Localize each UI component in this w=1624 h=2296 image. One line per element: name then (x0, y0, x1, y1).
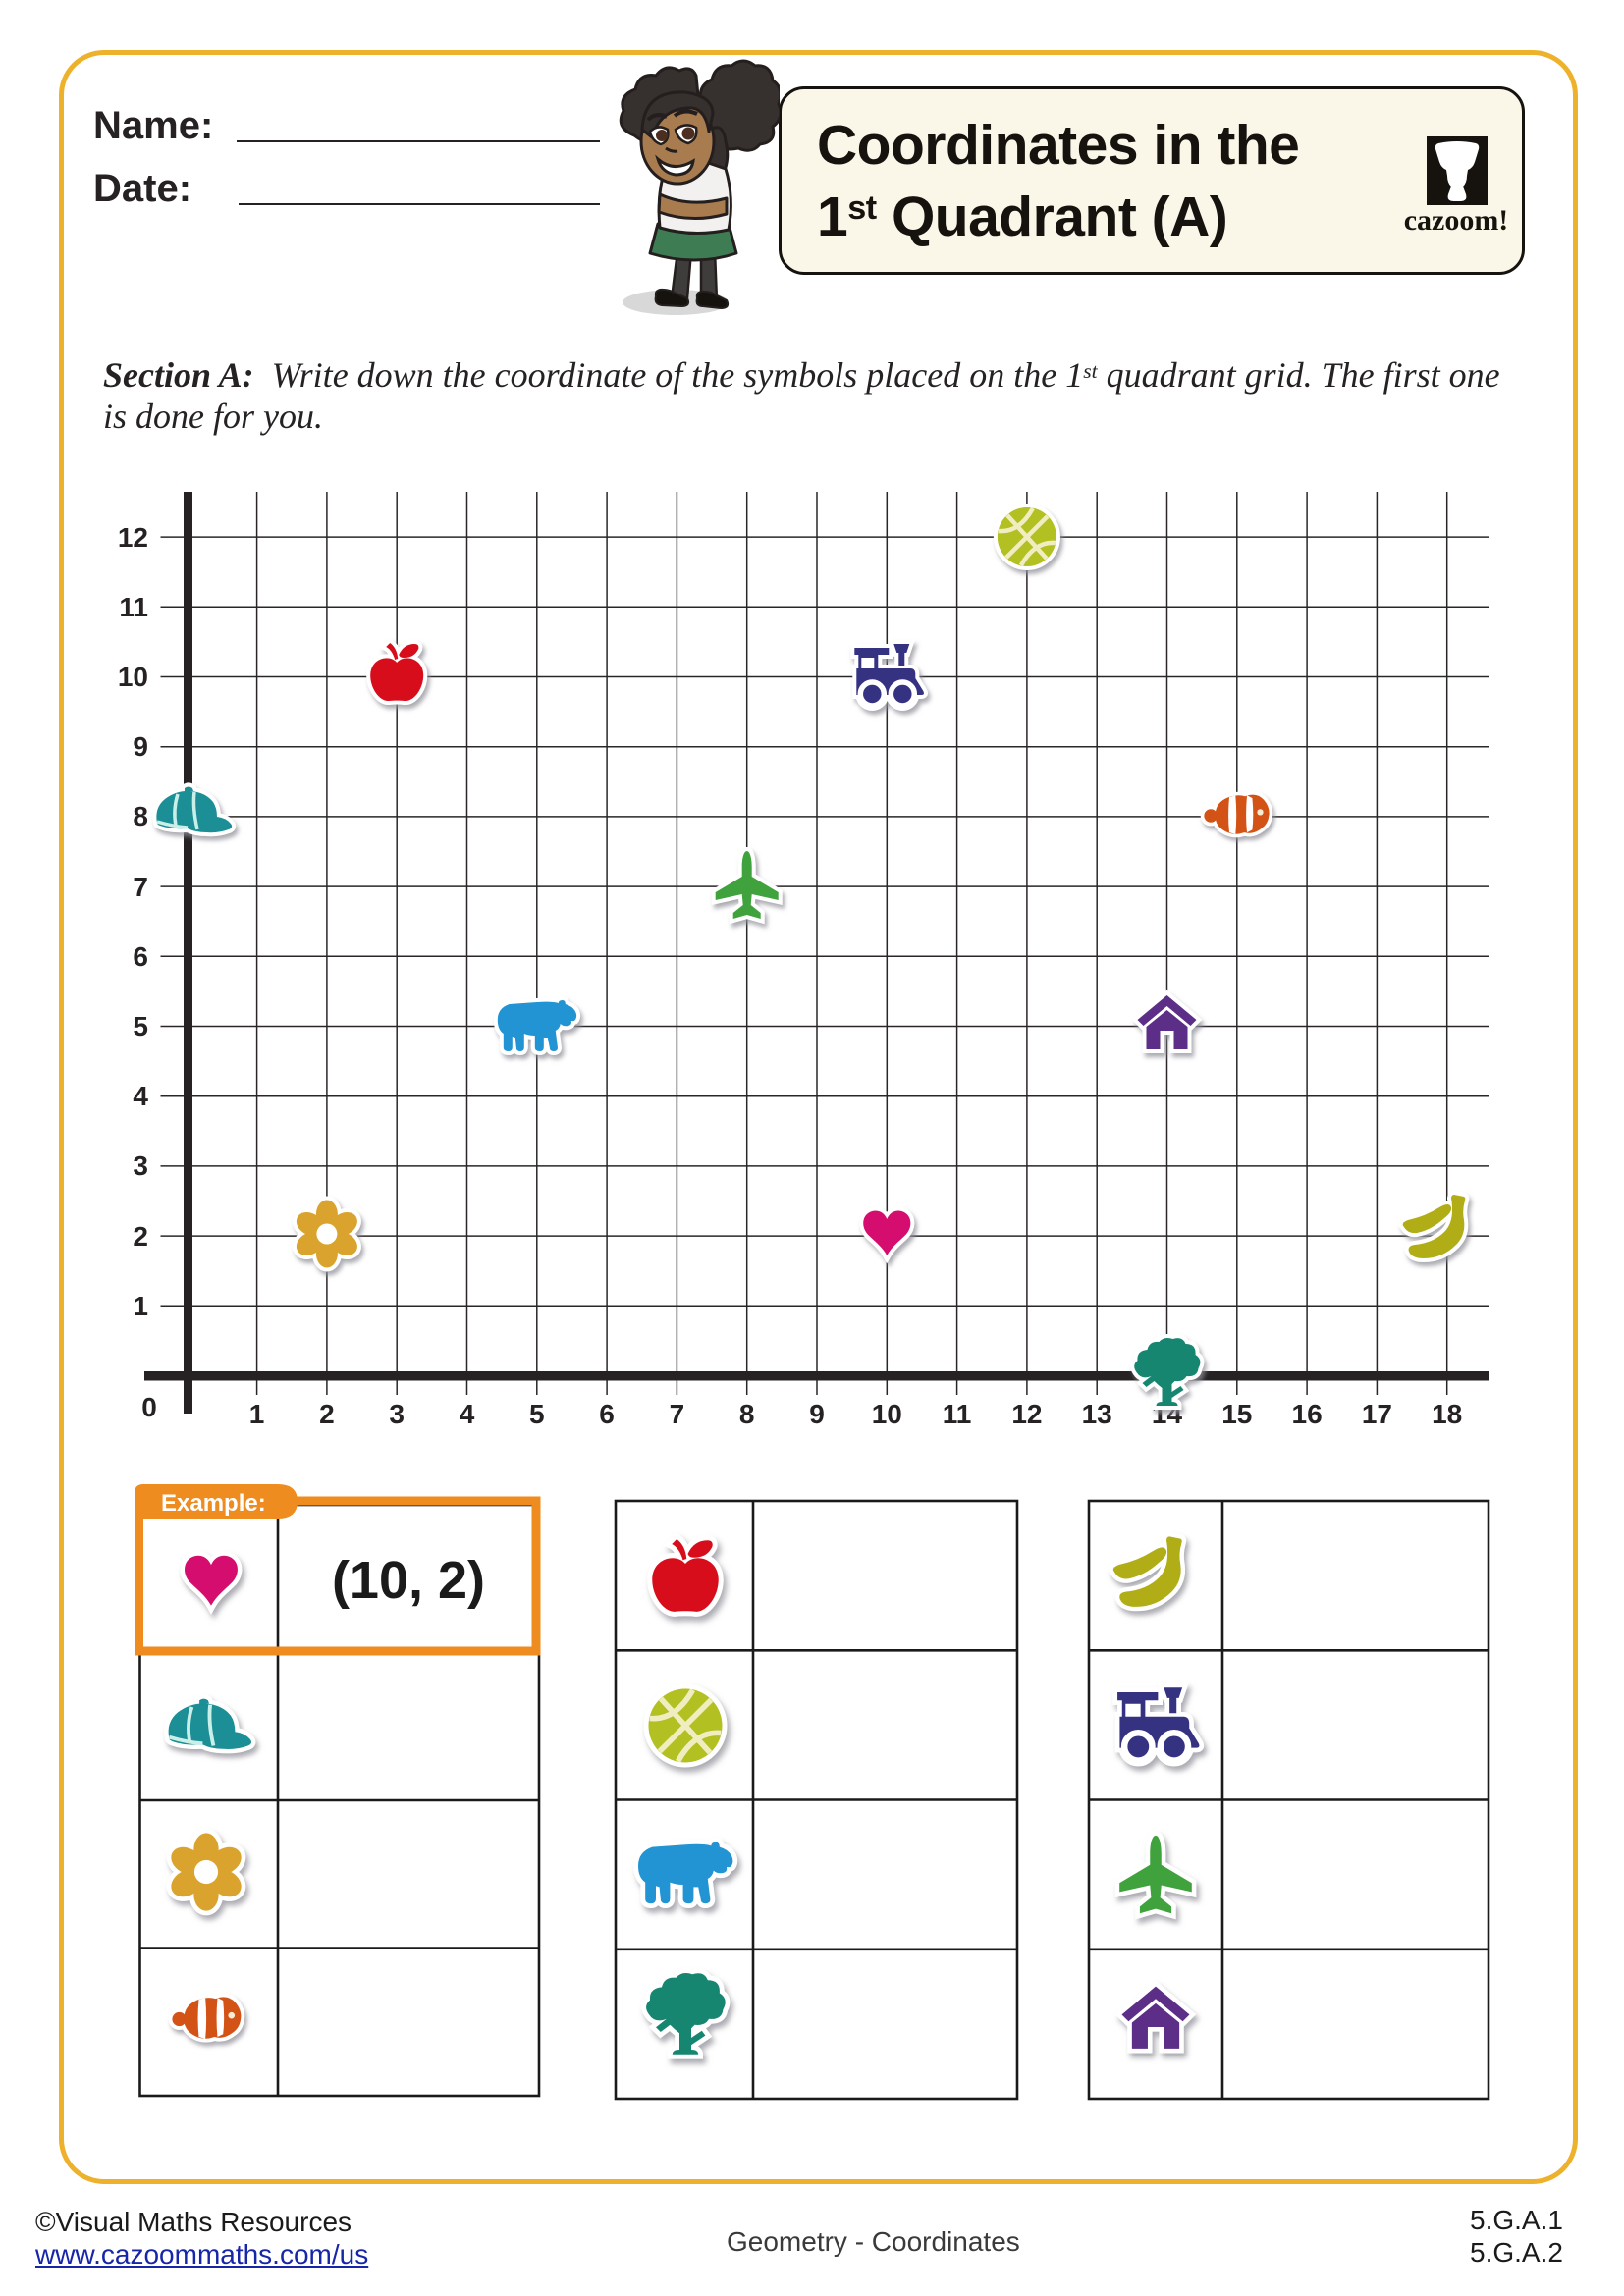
svg-text:10: 10 (872, 1399, 902, 1429)
svg-text:12: 12 (118, 522, 148, 553)
svg-text:10: 10 (118, 662, 148, 692)
svg-text:3: 3 (133, 1150, 148, 1181)
svg-text:4: 4 (460, 1399, 475, 1429)
svg-text:1: 1 (249, 1399, 265, 1429)
svg-text:6: 6 (133, 941, 148, 972)
svg-text:16: 16 (1292, 1399, 1323, 1429)
svg-text:Example:: Example: (161, 1490, 266, 1517)
svg-text:(10, 2): (10, 2) (332, 1551, 485, 1610)
svg-text:8: 8 (739, 1399, 755, 1429)
svg-text:13: 13 (1082, 1399, 1112, 1429)
svg-text:6: 6 (599, 1399, 615, 1429)
svg-text:9: 9 (809, 1399, 825, 1429)
svg-text:5: 5 (133, 1011, 148, 1041)
svg-text:18: 18 (1432, 1399, 1462, 1429)
svg-text:4: 4 (133, 1081, 148, 1111)
svg-text:12: 12 (1011, 1399, 1042, 1429)
svg-text:3: 3 (389, 1399, 405, 1429)
svg-text:5: 5 (529, 1399, 545, 1429)
svg-text:15: 15 (1221, 1399, 1252, 1429)
svg-text:2: 2 (133, 1221, 148, 1252)
svg-text:8: 8 (133, 801, 148, 831)
svg-text:2: 2 (319, 1399, 335, 1429)
svg-text:7: 7 (670, 1399, 685, 1429)
svg-text:17: 17 (1362, 1399, 1392, 1429)
svg-text:1: 1 (133, 1291, 148, 1321)
svg-text:11: 11 (119, 592, 148, 622)
svg-text:7: 7 (133, 872, 148, 902)
svg-text:11: 11 (943, 1399, 972, 1429)
svg-text:0: 0 (141, 1392, 157, 1422)
svg-text:9: 9 (133, 731, 148, 762)
